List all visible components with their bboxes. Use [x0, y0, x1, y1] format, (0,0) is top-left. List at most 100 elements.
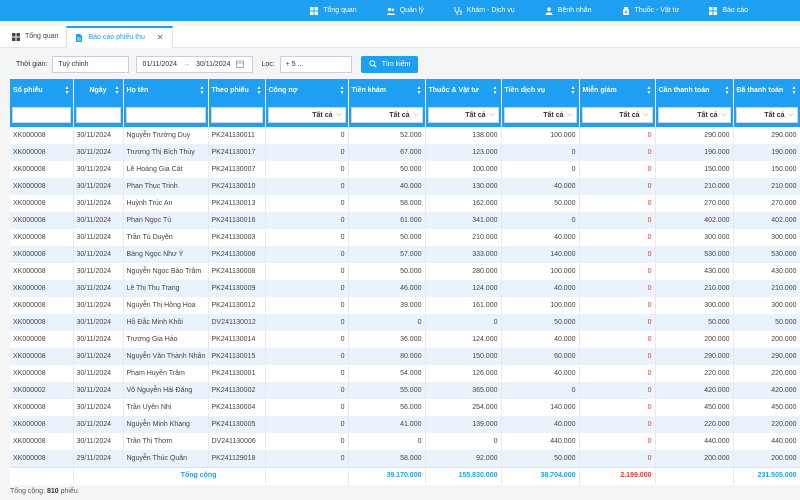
table-row[interactable]: XK000008 30/11/2024 Huỳnh Trúc An PK2411300… [10, 195, 800, 212]
table-row[interactable]: XK000008 30/11/2024 Nguyễn Thị Hồng Hoa PK2… [10, 297, 800, 314]
filter-select[interactable]: + 5 ... [279, 56, 352, 73]
table-row[interactable]: XK000008 30/11/2024 Phan Thục Trinh PK24113… [10, 178, 800, 195]
table-cell: PK241130017 [208, 144, 266, 161]
table-cell: 40.000 [501, 416, 580, 433]
table-row[interactable]: XK000008 30/11/2024 Trương Thị Bích Thủy PK… [10, 144, 800, 161]
column-filter-input[interactable] [210, 107, 263, 123]
table-cell: XK000008 [10, 399, 74, 416]
table-row[interactable]: XK000008 30/11/2024 Nguyễn Minh Khang PK241… [10, 416, 800, 433]
table-cell: Phan Ngọc Tú [123, 212, 209, 229]
column-header[interactable]: Đã thanh toán ▲ ▼ Tất cả ⌵ [733, 79, 800, 127]
sort-icon[interactable]: ▲ ▼ [570, 85, 576, 96]
tab-label: Tổng quan [25, 33, 59, 40]
date-range-picker[interactable]: 01/11/2024 → 30/11/2024 [136, 56, 254, 73]
table-cell: Bàng Ngọc Như Ý [123, 246, 209, 263]
sort-icon[interactable]: ▲ ▼ [646, 85, 652, 96]
table-cell: 0 [579, 212, 656, 229]
column-header[interactable]: Cần thanh toán ▲ ▼ Tất cả ⌵ [655, 79, 734, 127]
table-cell: 0 [579, 144, 656, 161]
column-header[interactable]: Miễn giảm ▲ ▼ Tất cả ⌵ [579, 79, 656, 127]
nav-item-users[interactable]: Quản lý [386, 7, 424, 15]
column-filter-value: Tất cả [764, 111, 785, 119]
table-row[interactable]: XK000008 30/11/2024 Trần Tú Duyên PK2411300… [10, 229, 800, 246]
search-button[interactable]: Tìm kiếm [360, 56, 419, 73]
column-header[interactable]: Theo phiếu ▲ ▼ [208, 79, 266, 127]
total-dich-vu: 38.704.000 [501, 466, 580, 484]
table-row[interactable]: XK000008 30/11/2024 Trần Uyên Nhi PK2411300… [10, 399, 800, 416]
column-filter-input[interactable]: Tất cả ⌵ [267, 107, 346, 123]
tab-overview[interactable]: Tổng quan [4, 26, 66, 47]
column-title: Thuốc & Vật tư [428, 87, 479, 94]
table-cell: PK241130010 [208, 178, 266, 195]
sort-icon[interactable]: ▲ ▼ [791, 85, 797, 96]
column-filter-input[interactable]: Tất cả ⌵ [657, 107, 731, 123]
table-row[interactable]: XK000008 30/11/2024 Trần Thị Thơm DV2411300… [10, 433, 800, 450]
column-filter-input[interactable] [75, 107, 121, 123]
table-cell: 341.000 [425, 212, 502, 229]
column-filter-input[interactable] [12, 107, 71, 123]
table-cell: 210.000 [425, 229, 502, 246]
table-row[interactable]: XK000008 30/11/2024 Lê Thị Thu Trang PK2411… [10, 280, 800, 297]
sort-icon[interactable]: ▲ ▼ [256, 85, 262, 96]
table-cell: 30/11/2024 [73, 399, 124, 416]
table-cell: PK241130004 [208, 399, 266, 416]
column-filter-input[interactable] [125, 107, 206, 123]
table-cell: 430.000 [655, 263, 734, 280]
arrow-right-icon: → [182, 61, 190, 68]
table-row[interactable]: XK000008 30/11/2024 Phạm Huyền Trâm PK24113… [10, 365, 800, 382]
column-filter-input[interactable]: Tất cả ⌵ [503, 107, 577, 123]
table-row[interactable]: XK000008 30/11/2024 Bàng Ngọc Như Ý PK24113… [10, 246, 800, 263]
sort-icon[interactable]: ▲ ▼ [416, 85, 422, 96]
table-cell: 365.000 [425, 382, 502, 399]
tab-receipt-report[interactable]: Báo cáo phiếu thu ✕ [66, 26, 173, 48]
table-row[interactable]: XK000002 30/11/2024 Võ Nguyễn Hải Đăng PK24… [10, 382, 800, 399]
column-header[interactable]: Họ tên ▲ ▼ [123, 79, 209, 127]
table-row[interactable]: XK000008 30/11/2024 Nguyễn Ngọc Bảo Trâm PK… [10, 263, 800, 280]
column-filter-input[interactable]: Tất cả ⌵ [427, 107, 499, 123]
sort-icon[interactable]: ▲ ▼ [114, 85, 120, 96]
table-cell: 0 [265, 195, 349, 212]
table-cell: DV241130012 [208, 314, 266, 331]
table-cell: 450.000 [733, 399, 800, 416]
table-row[interactable]: XK000008 30/11/2024 Nguyễn Trường Duy PK241… [10, 127, 800, 144]
table-cell: PK241130011 [208, 127, 266, 144]
column-filter-input[interactable]: Tất cả ⌵ [735, 107, 798, 123]
column-header[interactable]: Tiền dịch vụ ▲ ▼ Tất cả ⌵ [501, 79, 580, 127]
sort-icon[interactable]: ▲ ▼ [724, 85, 730, 96]
nav-item-patient[interactable]: Bệnh nhân [545, 6, 592, 15]
table-row[interactable]: XK000008 30/11/2024 Phan Ngọc Tú PK24113001… [10, 212, 800, 229]
nav-item-report[interactable]: Báo cáo [709, 6, 748, 15]
nav-item-dashboard[interactable]: Tổng quan [310, 6, 357, 15]
sort-icon[interactable]: ▲ ▼ [199, 85, 205, 96]
column-header[interactable]: Công nợ ▲ ▼ Tất cả ⌵ [265, 79, 349, 127]
table-row[interactable]: XK000008 30/11/2024 Nguyễn Văn Thành Nhân P… [10, 348, 800, 365]
table-cell: XK000008 [10, 433, 74, 450]
table-cell: 30/11/2024 [73, 297, 124, 314]
table-cell: 430.000 [733, 263, 800, 280]
sort-icon[interactable]: ▲ ▼ [492, 85, 498, 96]
column-title: Số phiếu [13, 87, 43, 94]
table-cell: XK000008 [10, 348, 74, 365]
column-filter-input[interactable]: Tất cả ⌵ [581, 107, 653, 123]
table-cell: Nguyễn Minh Khang [123, 416, 209, 433]
table-row[interactable]: XK000008 30/11/2024 Trương Gia Hảo PK241130… [10, 331, 800, 348]
nav-item-medicine[interactable]: Thuốc - Vật tư [622, 6, 679, 15]
table-cell: 56.000 [348, 399, 426, 416]
table-row[interactable]: XK000008 29/11/2024 Nguyễn Thúc Quân PK2411… [10, 450, 800, 467]
column-header[interactable]: Thuốc & Vật tư ▲ ▼ Tất cả ⌵ [425, 79, 502, 127]
table-cell: 100.000 [425, 161, 502, 178]
table-cell: 0 [265, 280, 349, 297]
nav-item-stethoscope[interactable]: Khám - Dịch vụ [454, 6, 515, 16]
close-icon[interactable]: ✕ [156, 33, 164, 42]
column-header[interactable]: Ngày ▲ ▼ [73, 79, 124, 127]
column-header[interactable]: Tiền khám ▲ ▼ Tất cả ⌵ [348, 79, 426, 127]
sort-icon[interactable]: ▲ ▼ [339, 85, 345, 96]
filter-value: + 5 ... [285, 61, 304, 68]
time-range-select[interactable]: Tuỳ chỉnh [52, 56, 130, 73]
table-row[interactable]: XK000008 30/11/2024 Lê Hoàng Gia Cát PK2411… [10, 161, 800, 178]
sort-icon[interactable]: ▲ ▼ [64, 85, 70, 96]
table-row[interactable]: XK000008 30/11/2024 Hồ Đắc Minh Khôi DV2411… [10, 314, 800, 331]
column-header[interactable]: Số phiếu ▲ ▼ [10, 79, 74, 127]
column-filter-input[interactable]: Tất cả ⌵ [350, 107, 423, 123]
chevron-down-icon: ⌵ [413, 111, 419, 118]
